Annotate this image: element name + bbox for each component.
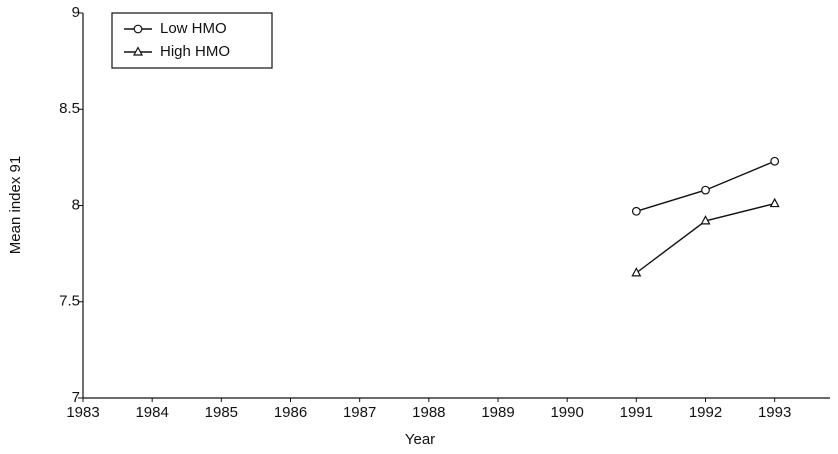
marker [770, 156, 780, 166]
y-tick-label: 8.5 [59, 100, 80, 117]
y-tick-label: 7.5 [59, 293, 80, 310]
x-tick-label: 1988 [412, 404, 445, 421]
x-tick-label: 1991 [620, 404, 653, 421]
marker [631, 267, 642, 277]
marker [701, 185, 710, 195]
x-tick-label: 1987 [343, 404, 376, 421]
y-tick-label: 7 [72, 389, 80, 406]
legend-marker [133, 46, 143, 56]
legend-marker [133, 24, 143, 34]
y-tick-label: 9 [72, 4, 80, 21]
x-tick-label: 1983 [66, 404, 99, 421]
x-tick-label: 1989 [481, 404, 514, 421]
x-tick-label: 1984 [135, 404, 168, 421]
x-axis-label: Year [405, 431, 435, 448]
x-tick-label: 1985 [205, 404, 238, 421]
x-tick-label: 1986 [274, 404, 307, 421]
x-tick-label: 1990 [550, 404, 583, 421]
x-tick-label: 1993 [758, 404, 791, 421]
y-tick-label: 8 [72, 196, 80, 213]
y-axis-label: Mean index 91 [7, 156, 24, 254]
marker [769, 197, 780, 208]
legend-label: Low HMO [160, 20, 227, 37]
x-tick-label: 1992 [689, 404, 722, 421]
series-line [635, 202, 775, 274]
marker [700, 215, 711, 225]
marker [631, 206, 641, 216]
legend-box [111, 12, 273, 69]
legend-label: High HMO [160, 43, 230, 60]
